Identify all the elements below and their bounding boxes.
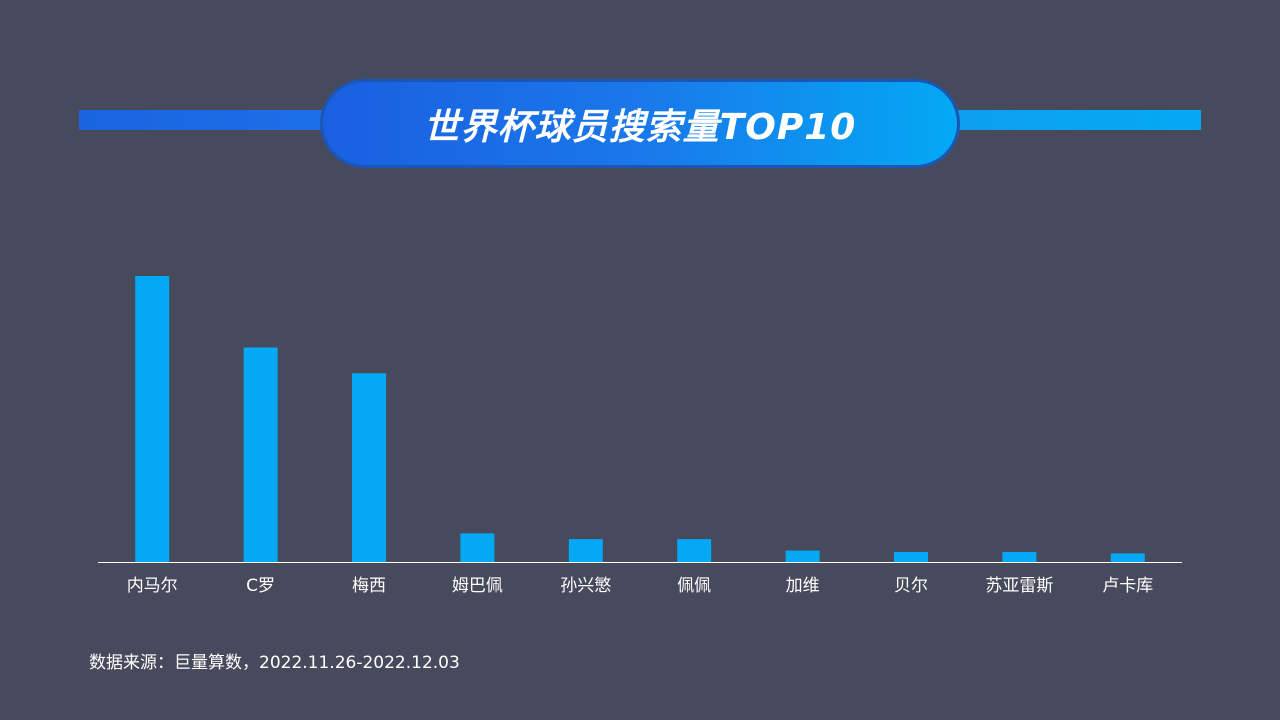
title-bar-left <box>79 110 329 130</box>
bar-1 <box>243 347 278 562</box>
x-tick-label: 佩佩 <box>677 576 711 596</box>
x-tick-label: 卢卡库 <box>1102 576 1153 596</box>
chart-title: 世界杯球员搜索量TOP10 <box>423 106 857 148</box>
bar-9 <box>1110 553 1145 562</box>
bar-2 <box>352 373 386 562</box>
data-source-note: 数据来源：巨量算数，2022.11.26-2022.12.03 <box>89 653 460 673</box>
x-tick-label: 内马尔 <box>127 576 178 596</box>
x-tick-label: 姆巴佩 <box>452 576 503 596</box>
title-bar-right <box>950 110 1201 130</box>
bar-3 <box>460 533 495 562</box>
x-tick-label: 贝尔 <box>894 576 928 596</box>
x-tick-label: 加维 <box>786 576 820 596</box>
title-banner: 世界杯球员搜索量TOP10 <box>320 79 960 168</box>
bar-7 <box>894 551 928 562</box>
x-tick-label: 梅西 <box>352 576 386 596</box>
bar-6 <box>785 550 820 562</box>
x-tick-label: 苏亚雷斯 <box>985 576 1053 596</box>
bar-4 <box>568 539 603 562</box>
bar-8 <box>1002 551 1037 562</box>
bar-0 <box>135 276 170 562</box>
x-tick-label: 孙兴慜 <box>560 576 611 596</box>
bar-5 <box>677 539 712 562</box>
x-tick-label: C罗 <box>246 576 275 596</box>
